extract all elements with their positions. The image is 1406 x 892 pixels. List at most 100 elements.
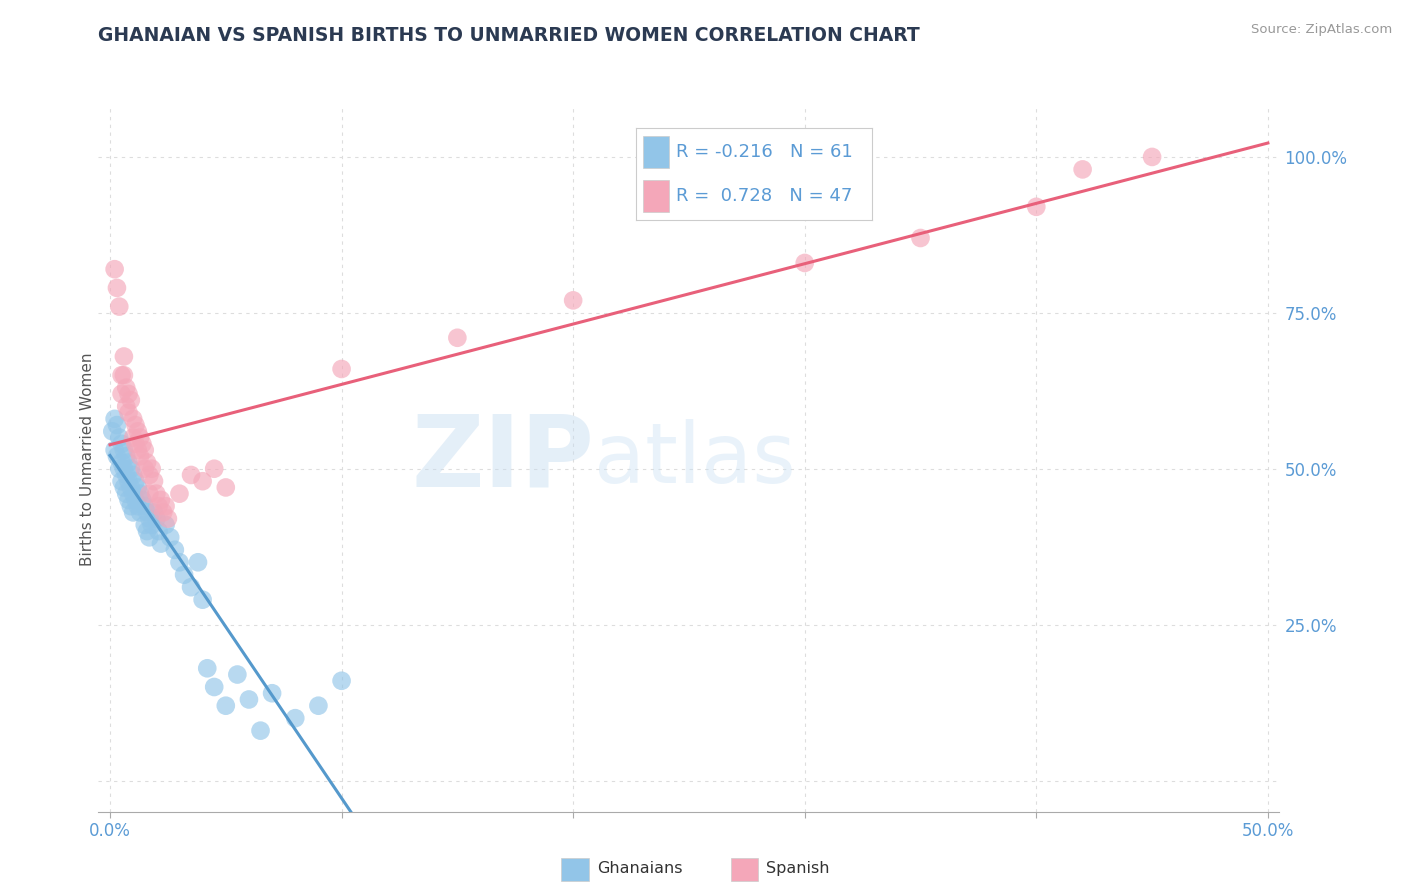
Point — [115, 400, 138, 414]
Point — [117, 492, 139, 507]
Point — [134, 499, 156, 513]
Point — [1140, 150, 1163, 164]
Point — [173, 567, 195, 582]
Point — [122, 486, 145, 500]
Point — [143, 505, 166, 519]
Point — [1025, 200, 1047, 214]
Point — [145, 486, 167, 500]
Point — [141, 517, 163, 532]
Point — [129, 431, 152, 445]
Text: Spanish: Spanish — [766, 862, 830, 876]
Point — [122, 412, 145, 426]
Y-axis label: Births to Unmarried Women: Births to Unmarried Women — [80, 352, 94, 566]
Point — [141, 461, 163, 475]
Point — [330, 673, 353, 688]
Point — [152, 505, 174, 519]
Point — [138, 530, 160, 544]
Point — [155, 499, 177, 513]
Point — [143, 474, 166, 488]
Point — [215, 698, 238, 713]
Point — [115, 450, 138, 464]
Point — [156, 511, 179, 525]
Point — [104, 262, 127, 277]
Text: atlas: atlas — [595, 419, 796, 500]
Point — [115, 486, 138, 500]
Point — [110, 368, 132, 383]
Point — [127, 499, 149, 513]
Point — [148, 499, 170, 513]
Text: Ghanaians: Ghanaians — [596, 862, 682, 876]
Point — [122, 467, 145, 482]
Point — [110, 455, 132, 469]
Point — [138, 511, 160, 525]
Point — [262, 686, 284, 700]
Point — [910, 231, 932, 245]
Point — [136, 524, 159, 538]
Point — [112, 443, 135, 458]
Point — [249, 723, 271, 738]
Point — [446, 331, 468, 345]
Point — [122, 431, 145, 445]
Point — [124, 418, 146, 433]
Point — [138, 467, 160, 482]
Point — [108, 300, 131, 314]
Point — [129, 486, 152, 500]
Point — [117, 387, 139, 401]
Bar — [731, 857, 758, 880]
Point — [191, 592, 214, 607]
Point — [115, 467, 138, 482]
Point — [1071, 162, 1094, 177]
Point — [127, 443, 149, 458]
Point — [136, 455, 159, 469]
Point — [145, 511, 167, 525]
Point — [117, 455, 139, 469]
Point — [136, 505, 159, 519]
Bar — [643, 136, 669, 168]
Point — [129, 450, 152, 464]
Point — [110, 387, 132, 401]
Point — [191, 474, 214, 488]
Point — [163, 542, 186, 557]
Point — [112, 350, 135, 364]
Text: R =  0.728   N = 47: R = 0.728 N = 47 — [676, 187, 852, 205]
Point — [134, 443, 156, 458]
Point — [120, 461, 142, 475]
Point — [124, 437, 146, 451]
Point — [138, 486, 160, 500]
Point — [215, 480, 238, 494]
Point — [187, 555, 209, 569]
Point — [169, 486, 191, 500]
Text: ZIP: ZIP — [412, 411, 595, 508]
Text: Source: ZipAtlas.com: Source: ZipAtlas.com — [1251, 22, 1392, 36]
Point — [148, 524, 170, 538]
Point — [562, 293, 585, 308]
Point — [131, 437, 153, 451]
Point — [195, 661, 218, 675]
Point — [330, 362, 353, 376]
Point — [134, 461, 156, 475]
Point — [793, 256, 815, 270]
Text: GHANAIAN VS SPANISH BIRTHS TO UNMARRIED WOMEN CORRELATION CHART: GHANAIAN VS SPANISH BIRTHS TO UNMARRIED … — [98, 26, 920, 45]
Point — [159, 530, 181, 544]
Point — [180, 467, 202, 482]
Point — [124, 474, 146, 488]
Point — [127, 480, 149, 494]
Bar — [561, 857, 589, 880]
Point — [112, 461, 135, 475]
Point — [105, 418, 128, 433]
Point — [101, 425, 124, 439]
Point — [149, 492, 172, 507]
Point — [284, 711, 307, 725]
Point — [120, 393, 142, 408]
Text: R = -0.216   N = 61: R = -0.216 N = 61 — [676, 143, 852, 161]
Point — [238, 692, 260, 706]
Point — [124, 492, 146, 507]
Point — [108, 461, 131, 475]
Point — [117, 474, 139, 488]
Point — [122, 505, 145, 519]
Point — [115, 381, 138, 395]
Point — [112, 368, 135, 383]
Point — [226, 667, 249, 681]
Point — [110, 474, 132, 488]
Point — [129, 505, 152, 519]
